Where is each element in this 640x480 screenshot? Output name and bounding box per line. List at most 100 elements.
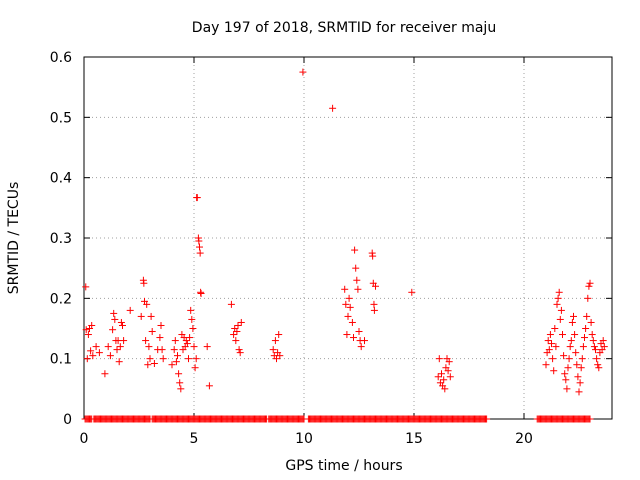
data-point bbox=[170, 346, 178, 354]
data-point bbox=[549, 355, 557, 363]
data-point bbox=[589, 337, 597, 345]
x-axis-label: GPS time / hours bbox=[285, 458, 402, 474]
data-point bbox=[372, 282, 379, 290]
data-point bbox=[588, 331, 596, 339]
data-point bbox=[144, 361, 152, 369]
y-tick-label: 0.3 bbox=[50, 231, 72, 247]
data-point bbox=[145, 343, 153, 351]
data-point bbox=[559, 331, 566, 339]
data-point bbox=[235, 346, 243, 354]
data-point bbox=[570, 312, 577, 320]
data-point bbox=[104, 343, 112, 351]
data-point bbox=[548, 340, 555, 348]
data-point bbox=[560, 352, 568, 360]
data-point bbox=[592, 346, 599, 354]
data-point bbox=[142, 337, 150, 345]
data-point bbox=[182, 337, 190, 345]
zero-level-markers bbox=[81, 415, 594, 423]
data-point bbox=[552, 343, 560, 351]
data-point bbox=[408, 288, 416, 296]
data-point bbox=[438, 370, 445, 378]
data-point bbox=[554, 294, 562, 302]
data-point bbox=[189, 325, 197, 332]
data-point bbox=[175, 370, 183, 378]
data-point bbox=[353, 276, 361, 284]
data-point bbox=[177, 385, 185, 393]
data-point bbox=[564, 364, 572, 372]
data-point bbox=[116, 343, 124, 351]
data-point bbox=[143, 300, 151, 308]
data-point bbox=[444, 367, 452, 375]
data-point bbox=[587, 318, 595, 326]
data-point bbox=[120, 337, 128, 345]
data-point bbox=[354, 285, 362, 293]
data-point bbox=[183, 340, 191, 348]
data-point bbox=[171, 337, 179, 345]
x-tick-label: 10 bbox=[295, 431, 313, 447]
x-tick-label: 0 bbox=[80, 431, 89, 447]
data-point bbox=[89, 352, 97, 360]
data-point bbox=[581, 334, 588, 342]
data-point bbox=[233, 328, 241, 336]
data-point bbox=[174, 352, 181, 360]
data-point bbox=[583, 312, 591, 320]
data-point bbox=[109, 326, 117, 334]
data-point bbox=[92, 343, 100, 351]
data-point bbox=[574, 373, 582, 381]
data-point bbox=[355, 328, 363, 336]
data-point bbox=[361, 337, 368, 345]
y-tick-label: 0 bbox=[63, 412, 72, 428]
data-point bbox=[357, 343, 365, 351]
data-point bbox=[571, 331, 579, 339]
data-point bbox=[370, 306, 378, 314]
data-point bbox=[140, 279, 148, 287]
x-tick-label: 20 bbox=[515, 431, 533, 447]
data-point bbox=[110, 309, 118, 317]
data-point bbox=[584, 294, 592, 302]
data-point bbox=[544, 337, 552, 345]
data-point bbox=[275, 331, 283, 339]
data-point bbox=[227, 300, 235, 308]
data-point bbox=[237, 318, 245, 326]
y-tick-label: 0.2 bbox=[50, 291, 72, 307]
data-point bbox=[590, 343, 598, 351]
x-tick-label: 5 bbox=[190, 431, 199, 447]
data-point bbox=[156, 334, 164, 342]
data-point bbox=[232, 337, 240, 345]
y-axis-label: SRMTID / TECUs bbox=[6, 182, 22, 295]
data-point bbox=[446, 373, 454, 381]
data-point bbox=[577, 364, 585, 372]
data-point bbox=[87, 347, 95, 355]
data-point bbox=[555, 288, 563, 296]
data-point bbox=[82, 326, 90, 334]
data-point bbox=[197, 290, 205, 298]
data-point bbox=[236, 349, 244, 357]
data-point bbox=[186, 334, 194, 342]
data-point bbox=[196, 243, 203, 251]
data-point bbox=[205, 382, 213, 390]
data-point bbox=[565, 355, 573, 363]
data-point bbox=[157, 321, 165, 329]
data-point bbox=[137, 312, 145, 320]
data-point bbox=[595, 364, 603, 372]
data-point bbox=[150, 359, 158, 367]
data-point bbox=[101, 370, 109, 378]
data-point bbox=[561, 370, 569, 378]
data-point bbox=[106, 352, 114, 360]
data-point bbox=[146, 355, 154, 363]
data-point bbox=[188, 315, 196, 323]
data-point bbox=[230, 331, 238, 339]
data-point bbox=[341, 285, 349, 293]
data-point bbox=[593, 355, 601, 363]
data-point bbox=[168, 361, 176, 369]
y-tick-label: 0.1 bbox=[50, 352, 72, 368]
data-point bbox=[445, 358, 453, 366]
data-point bbox=[111, 315, 119, 323]
x-tick-label: 15 bbox=[405, 431, 423, 447]
data-point bbox=[352, 264, 360, 272]
data-point bbox=[115, 358, 123, 366]
data-point bbox=[562, 376, 570, 384]
data-point bbox=[117, 318, 125, 326]
data-point bbox=[369, 252, 377, 260]
